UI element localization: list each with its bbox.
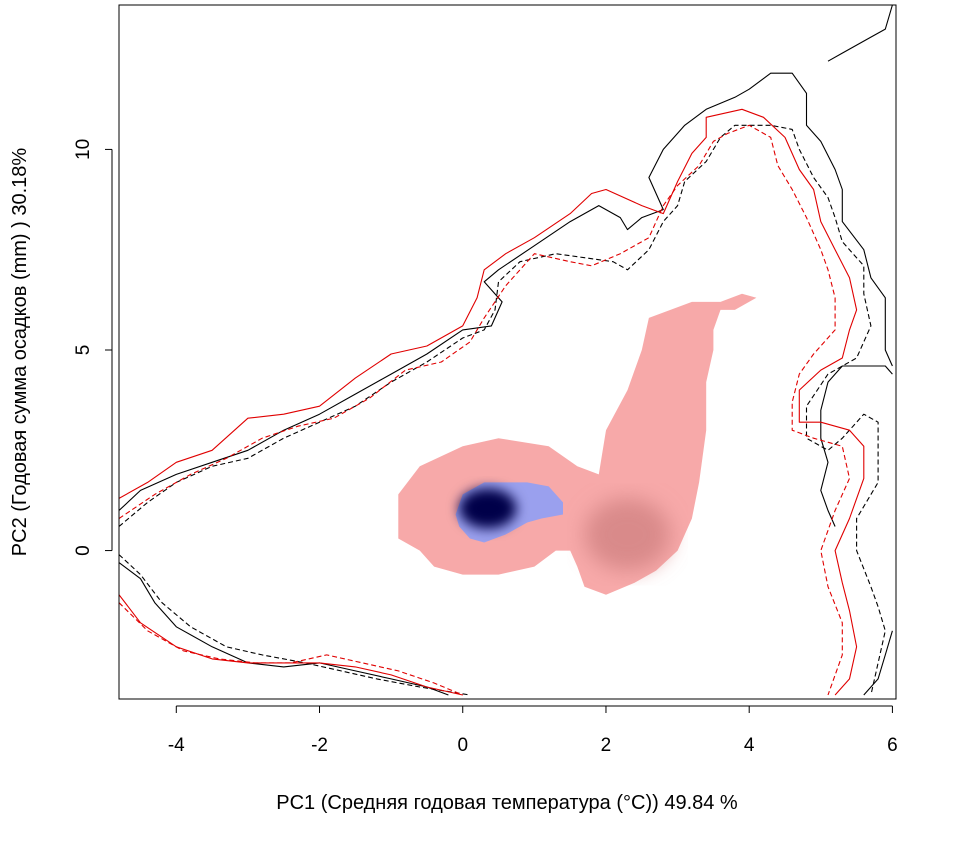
plot-frame bbox=[118, 4, 897, 700]
contour-line-solid-black bbox=[119, 72, 893, 511]
x-tick-label: 4 bbox=[744, 735, 755, 756]
red-density-region bbox=[398, 293, 757, 595]
x-tick-label: 6 bbox=[887, 735, 898, 756]
contour-dashed-black bbox=[119, 124, 886, 696]
y-tick-label: 0 bbox=[73, 545, 94, 556]
x-tick-label: 0 bbox=[457, 735, 468, 756]
contour-line-dashed-red bbox=[119, 602, 463, 696]
x-tick-label: -4 bbox=[168, 735, 185, 756]
density-layer bbox=[398, 293, 757, 595]
y-axis: 0 5 10 bbox=[73, 139, 113, 556]
contour-line-solid-black bbox=[119, 562, 449, 696]
plot-area bbox=[119, 5, 893, 696]
contour-line-dashed-black bbox=[119, 554, 470, 696]
contour-solid-black bbox=[119, 5, 893, 696]
contour-line-dashed-black bbox=[119, 124, 886, 696]
contour-line-solid-red bbox=[119, 108, 865, 696]
x-axis: -4 -2 0 2 4 6 bbox=[168, 705, 898, 756]
contour-line-solid-black bbox=[863, 630, 893, 696]
contour-line-solid-red bbox=[119, 594, 463, 696]
contour-solid-red bbox=[119, 108, 865, 696]
y-tick-label: 10 bbox=[73, 139, 94, 160]
contour-dashed-red bbox=[119, 124, 851, 696]
x-axis-title: PC1 (Средняя годовая температура (°C)) 4… bbox=[276, 792, 738, 814]
contour-line-dashed-red bbox=[119, 124, 851, 696]
contour-layer bbox=[119, 5, 893, 696]
x-tick-label: -2 bbox=[311, 735, 328, 756]
x-tick-label: 2 bbox=[601, 735, 612, 756]
blue-dark-blob bbox=[459, 488, 517, 529]
contour-line-solid-black bbox=[827, 5, 893, 62]
red-core-blob bbox=[584, 498, 671, 571]
y-axis-title: PC2 (Годовая сумма осадков (mm) ) 30.18% bbox=[9, 148, 31, 557]
y-tick-label: 5 bbox=[73, 345, 94, 356]
contour-line-solid-black bbox=[820, 365, 893, 527]
